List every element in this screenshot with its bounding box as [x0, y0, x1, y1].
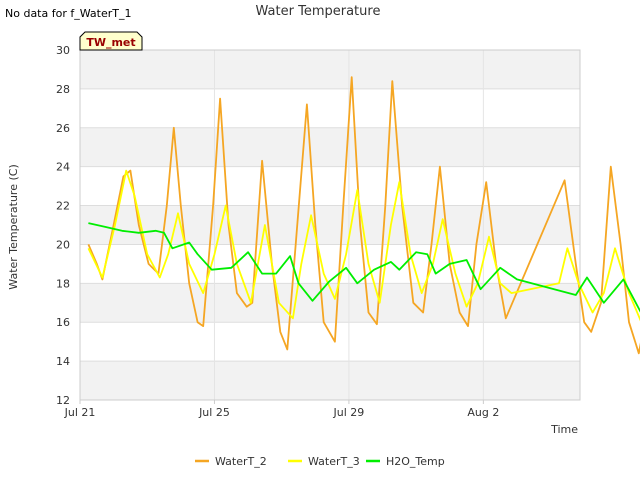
x-tick-label: Jul 21 — [64, 406, 96, 419]
station-badge-shape — [79, 31, 143, 51]
station-badge-label: TW_met — [86, 36, 135, 49]
plot-band — [80, 50, 580, 89]
y-tick-label: 26 — [56, 122, 70, 135]
plot-band — [80, 88, 580, 128]
chart-title: Water Temperature — [256, 4, 381, 19]
y-tick-label: 12 — [56, 394, 70, 407]
x-tick-label: Jul 25 — [198, 406, 230, 419]
y-tick-label: 22 — [56, 200, 70, 213]
legend-label-watert_2: WaterT_2 — [215, 455, 267, 468]
y-tick-label: 14 — [56, 355, 70, 368]
plot-band — [80, 205, 580, 245]
x-axis: Jul 21 Jul 25 Jul 29 Aug 2 — [64, 400, 499, 419]
plot-bands — [80, 50, 580, 400]
y-tick-label: 18 — [56, 277, 70, 290]
y-tick-label: 16 — [56, 316, 70, 329]
legend: WaterT_2 WaterT_3 H2O_Temp — [195, 455, 445, 468]
plot-band — [80, 166, 580, 206]
series-line-h2o_temp — [88, 222, 640, 313]
plot-frame — [79, 49, 581, 401]
no-data-note: No data for f_WaterT_1 — [5, 7, 132, 20]
plot-band — [80, 361, 580, 400]
y-tick-label: 28 — [56, 83, 70, 96]
x-tick-label: Jul 29 — [333, 406, 365, 419]
y-tick-label: 20 — [56, 238, 70, 251]
series-line-watert_2 — [87, 76, 640, 355]
x-axis-title: Time — [550, 423, 578, 436]
legend-label-h2o_temp: H2O_Temp — [386, 455, 445, 468]
y-axis-title: Water Temperature (C) — [7, 164, 20, 289]
legend-label-watert_3: WaterT_3 — [308, 455, 360, 468]
series-lines — [87, 76, 640, 355]
y-axis: 12 14 16 18 20 22 24 26 28 30 — [56, 44, 70, 407]
plot-band — [80, 244, 580, 284]
station-badge: TW_met — [79, 31, 143, 51]
plot-band — [80, 322, 580, 362]
y-tick-label: 24 — [56, 161, 70, 174]
y-tick-label: 30 — [56, 44, 70, 57]
x-tick-label: Aug 2 — [467, 406, 499, 419]
plot-band — [80, 127, 580, 167]
